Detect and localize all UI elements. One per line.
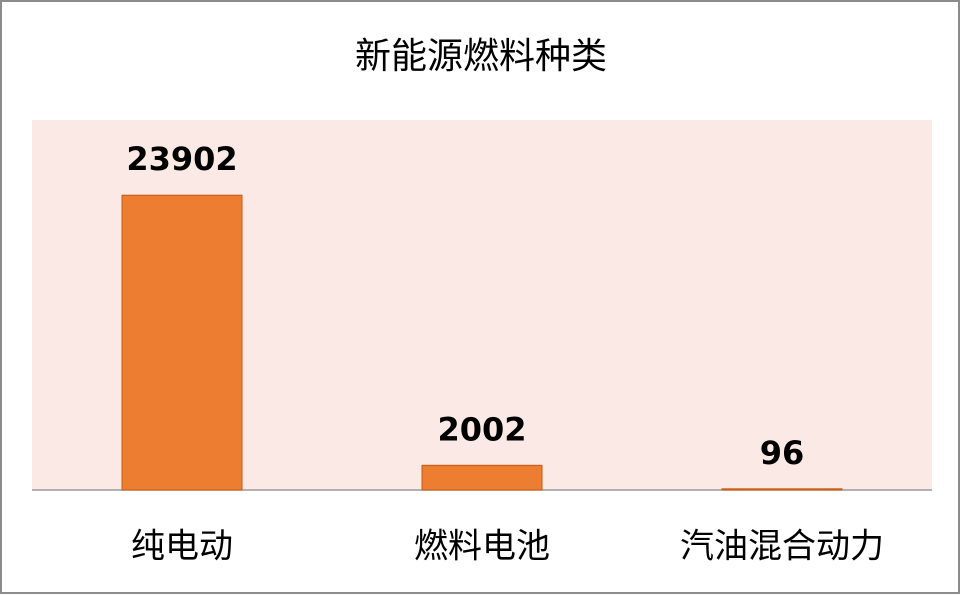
- data-label: 2002: [437, 410, 526, 448]
- data-label: 96: [760, 434, 805, 472]
- bar: [121, 194, 243, 491]
- bar: [421, 464, 543, 491]
- data-label: 23902: [126, 140, 237, 178]
- chart-title: 新能源燃料种类: [355, 36, 607, 77]
- x-tick-label: 燃料电池: [414, 527, 550, 567]
- x-tick-label: 汽油混合动力: [680, 527, 884, 567]
- x-tick-label: 纯电动: [131, 527, 233, 567]
- bar: [721, 488, 843, 491]
